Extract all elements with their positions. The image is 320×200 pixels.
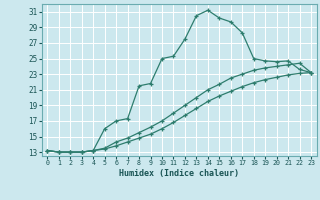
X-axis label: Humidex (Indice chaleur): Humidex (Indice chaleur) (119, 169, 239, 178)
